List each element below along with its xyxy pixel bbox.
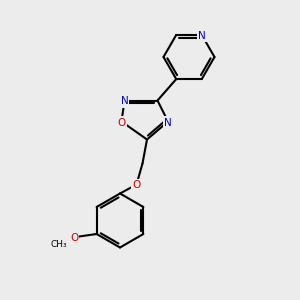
- Text: N: N: [121, 97, 128, 106]
- Text: CH₃: CH₃: [51, 239, 68, 248]
- Text: O: O: [132, 181, 141, 190]
- Text: N: N: [164, 118, 172, 128]
- Text: O: O: [117, 118, 126, 128]
- Text: O: O: [70, 233, 78, 243]
- Text: N: N: [198, 31, 206, 41]
